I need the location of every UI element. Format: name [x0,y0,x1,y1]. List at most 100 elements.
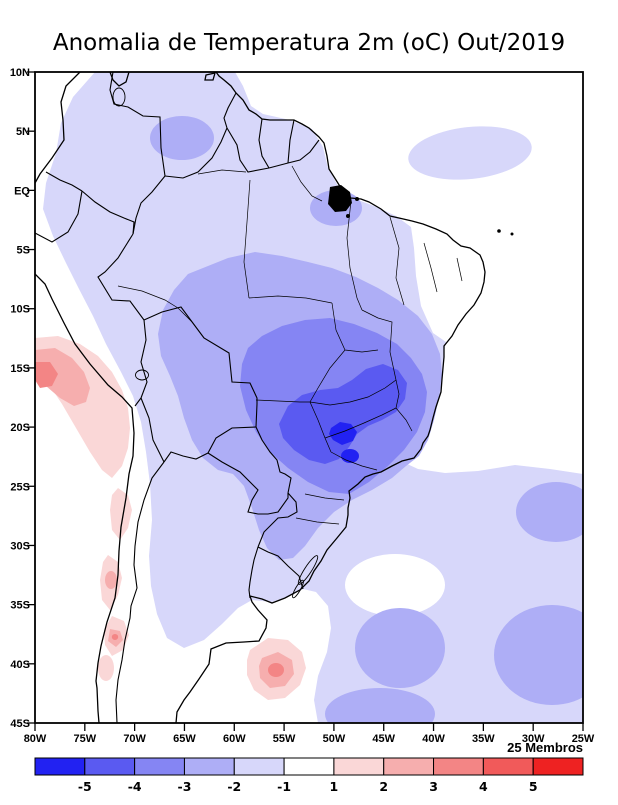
state-border [248,295,333,304]
state-border [197,169,247,175]
border-bolivia-paraguay [207,426,257,454]
state-border [117,285,179,309]
figure-title: Anomalia de Temperatura 2m (oC) Out/2019 [53,30,565,56]
state-border [255,399,310,403]
border-peru-chile [134,397,142,407]
lon-tick-label: 75W [74,733,97,745]
state-border [309,379,397,406]
state-border [395,407,413,432]
lat-tick-label: 40S [10,659,30,671]
map-linework-layer [35,72,514,723]
coastline-atlantic [175,72,486,723]
dense-islands [328,185,514,236]
anomaly-region-plus3-peru [35,362,58,388]
lagoa-mirim [292,579,304,599]
colorbar-cell [233,757,285,776]
lon-tick-label: 45W [372,733,395,745]
delta-islet [355,197,359,201]
state-borders [117,165,463,525]
state-border [456,257,463,282]
colorbar-tick-label: -3 [178,779,192,794]
border-colombia-ecuador [45,171,83,192]
lon-tick-label: 40W [422,733,445,745]
lake-maracaibo [112,87,126,107]
anomaly-region-minus2-ocean-c [325,688,435,723]
state-border [309,349,346,403]
colorbar-tick-label: 1 [330,779,339,794]
anomaly-region-plus1-chile-d [98,655,114,681]
colorbar-cell [333,757,385,776]
border-ecuador-peru [35,190,83,243]
lat-tick-label: 10N [10,67,30,79]
border-bolivia-chile [140,397,165,463]
border-chile-argentina [115,461,165,723]
lon-tick-label: 55W [273,733,296,745]
anomaly-neutral-gap [345,554,445,616]
coastlines [35,72,486,723]
colorbar-tick-label: -1 [277,779,291,794]
lat-tick-label: EQ [14,185,30,197]
lon-tick-label: 30W [522,733,545,745]
state-border [389,216,405,306]
border-colombia-brazil [132,175,166,235]
lat-axis: 10N 5N EQ 5S 10S 15S 20S 25S 30S 35S 40S 45S [10,67,35,730]
lakes [112,87,319,599]
anomaly-shading-layer [35,72,583,723]
lat-tick-label: 15S [10,363,30,375]
border-colombia-peru [81,190,135,235]
marajo-island [328,185,352,212]
state-border [177,307,205,339]
anomaly-region-plus1-chile-a [110,488,132,540]
state-border [395,379,400,409]
anomaly-region-minus5-core-b [341,449,359,463]
state-border [324,407,397,439]
coastline-trinidad [204,72,216,81]
state-border [243,179,251,299]
lagoa-dos-patos [297,555,319,585]
lon-axis: 80W 75W 70W 65W 60W 55W 50W 45W 40W 35W 30W 25W [24,723,595,745]
plot-frame [34,71,584,724]
border-suriname-frguiana [287,119,295,164]
lon-tick-label: 50W [323,733,346,745]
colorbar-tick-label: -5 [78,779,92,794]
anomaly-region-minus5-core-a [329,422,357,445]
border-guyana-brazil [226,127,270,173]
lat-tick-label: 25S [10,481,30,493]
lat-tick-label: 20S [10,422,30,434]
lat-tick-label: 35S [10,600,30,612]
border-argentina-uruguay [248,546,259,599]
colorbar-tick-label: 4 [479,779,488,794]
colorbar-cell [134,757,185,776]
border-peru-brazil [97,233,145,321]
coastline-pacific-north [35,72,81,184]
border-venezuela-guyana [223,92,237,129]
state-border [309,401,332,453]
colorbar-tick-label: 3 [429,779,438,794]
state-border [346,200,363,311]
colorbar-tick-label: -4 [128,779,142,794]
anomaly-region-plus2-chile-b [105,571,117,589]
border-guyana-suriname [258,118,270,169]
anomaly-region-minus4 [279,364,407,464]
state-border [423,242,438,293]
anomaly-region-plus3-chile-c [111,634,119,640]
delta-islet [346,214,350,218]
state-border [330,451,378,471]
colorbar-cell [482,757,534,776]
border-peru-bolivia [140,319,148,399]
state-border [361,309,397,381]
border-argentina-brazil [257,492,298,548]
anomaly-region-minus2-venezuela [150,116,214,160]
anomaly-region-minus2-ocean-a [355,608,445,688]
lon-tick-label: 35W [472,733,495,745]
border-paraguay-brazil [255,426,292,494]
atlantic-islet [497,229,501,233]
lat-tick-label: 30S [10,540,30,552]
colorbar-cell [84,757,136,776]
border-suriname-brazil [268,162,289,169]
border-venezuela-brazil [164,127,228,179]
lon-tick-label: 60W [223,733,246,745]
anomaly-region-plus3-south-atlantic [268,663,284,677]
coastline-pacific-south [35,273,135,723]
